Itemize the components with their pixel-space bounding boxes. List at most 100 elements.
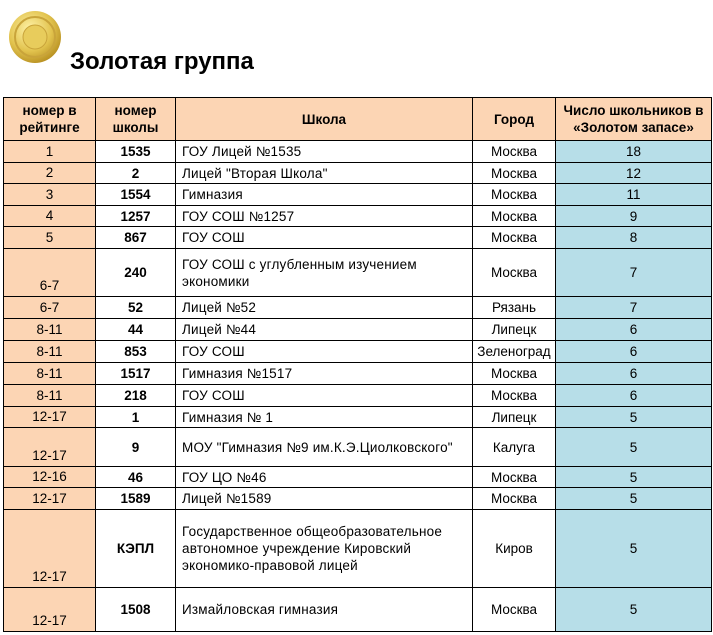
column-header: Школа	[175, 97, 473, 141]
table-cell: 12-16	[3, 466, 96, 488]
table-row: 2 2 Лицей "Вторая Школа" Москва 12	[3, 162, 712, 184]
page-title: Золотая группа	[70, 48, 254, 75]
table-cell: 11	[555, 183, 712, 206]
column-header: Число школьников в «Золотом запасе»	[555, 97, 712, 141]
table-cell: 8-11	[3, 318, 96, 341]
table-cell: 8	[555, 226, 712, 249]
table-cell: 1554	[95, 183, 176, 206]
table-row: 6-7 240 ГОУ СОШ с углубленным изучением эк…	[3, 248, 712, 297]
table-cell: Москва	[472, 226, 556, 249]
table-cell: 44	[95, 318, 176, 341]
table-cell: 1	[95, 406, 176, 428]
table-row: 1 1535 ГОУ Лицей №1535 Москва 18	[3, 140, 712, 163]
table-cell: Лицей "Вторая Школа"	[175, 162, 473, 184]
table-cell: 9	[555, 205, 712, 227]
table-cell: Москва	[472, 362, 556, 385]
table-cell: 1535	[95, 140, 176, 163]
table-cell: 5	[555, 487, 712, 510]
table-cell: 240	[95, 248, 176, 297]
table-cell: 218	[95, 384, 176, 407]
table-cell: МОУ "Гимназия №9 им.К.Э.Циолковского"	[175, 427, 473, 467]
table-cell: 6-7	[3, 296, 96, 319]
table-body: 1 1535 ГОУ Лицей №1535 Москва 18 2 2 Лицей "Вто…	[3, 140, 712, 632]
table-cell: Лицей №52	[175, 296, 473, 319]
table-cell: Липецк	[472, 406, 556, 428]
gold-coin-icon	[9, 11, 61, 63]
table-cell: 9	[95, 427, 176, 467]
table-cell: ГОУ СОШ №1257	[175, 205, 473, 227]
table-cell: Москва	[472, 466, 556, 488]
table-cell: 46	[95, 466, 176, 488]
table-row: 12-16 46 ГОУ ЦО №46 Москва 5	[3, 466, 712, 488]
table-cell: 1257	[95, 205, 176, 227]
table-cell: 12-17	[3, 509, 96, 588]
table-cell: 12-17	[3, 487, 96, 510]
table-row: 8-11 44 Лицей №44 Липецк 6	[3, 318, 712, 341]
header-row: номер в рейтинге номер школы Школа Город Чис…	[3, 97, 712, 141]
table-cell: 6	[555, 340, 712, 363]
table-cell: ГОУ СОШ	[175, 384, 473, 407]
column-header: номер в рейтинге	[3, 97, 96, 141]
table-cell: Липецк	[472, 318, 556, 341]
table-cell: 2	[95, 162, 176, 184]
table-cell: 5	[555, 466, 712, 488]
table-cell: 18	[555, 140, 712, 163]
table-cell: 12-17	[3, 406, 96, 428]
table-cell: ГОУ СОШ	[175, 226, 473, 249]
table-cell: 8-11	[3, 340, 96, 363]
table-cell: Лицей №44	[175, 318, 473, 341]
table-cell: 5	[555, 509, 712, 588]
table-row: 6-7 52 Лицей №52 Рязань 7	[3, 296, 712, 319]
table-cell: ГОУ СОШ с углубленным изучением экономик…	[175, 248, 473, 297]
table-cell: 1508	[95, 587, 176, 632]
table-cell: Москва	[472, 183, 556, 206]
table-cell: Калуга	[472, 427, 556, 467]
table-cell: 1517	[95, 362, 176, 385]
rating-table: номер в рейтинге номер школы Школа Город Чис…	[3, 97, 712, 632]
table-cell: 6	[555, 362, 712, 385]
table-cell: Гимназия №1517	[175, 362, 473, 385]
table-cell: 4	[3, 205, 96, 227]
table-cell: Гимназия	[175, 183, 473, 206]
table-cell: 8-11	[3, 384, 96, 407]
table-cell: Лицей №1589	[175, 487, 473, 510]
table-cell: ГОУ Лицей №1535	[175, 140, 473, 163]
table-row: 3 1554 Гимназия Москва 11	[3, 183, 712, 206]
table-row: 8-11 218 ГОУ СОШ Москва 6	[3, 384, 712, 407]
table-cell: Москва	[472, 384, 556, 407]
table-cell: 52	[95, 296, 176, 319]
table-cell: Москва	[472, 140, 556, 163]
table-row: 12-17 9 МОУ "Гимназия №9 им.К.Э.Циолковско…	[3, 427, 712, 467]
table-cell: 6-7	[3, 248, 96, 297]
table-cell: Измайловская гимназия	[175, 587, 473, 632]
table-cell: Гимназия № 1	[175, 406, 473, 428]
table-cell: ГОУ ЦО №46	[175, 466, 473, 488]
table-cell: 5	[555, 587, 712, 632]
table-cell: Москва	[472, 162, 556, 184]
table-row: 8-11 1517 Гимназия №1517 Москва 6	[3, 362, 712, 385]
table-cell: 7	[555, 296, 712, 319]
table-cell: ГОУ СОШ	[175, 340, 473, 363]
table-cell: Москва	[472, 248, 556, 297]
table-row: 12-17 1589 Лицей №1589 Москва 5	[3, 487, 712, 510]
table-row: 5 867 ГОУ СОШ Москва 8	[3, 226, 712, 249]
table-cell: 5	[555, 406, 712, 428]
table-cell: 853	[95, 340, 176, 363]
table-cell: 12	[555, 162, 712, 184]
table-cell: Киров	[472, 509, 556, 588]
table-cell: Рязань	[472, 296, 556, 319]
table-cell: 5	[555, 427, 712, 467]
table-cell: 6	[555, 318, 712, 341]
table-row: 12-17 1508 Измайловская гимназия Москва 5	[3, 587, 712, 632]
table-cell: 1589	[95, 487, 176, 510]
table-cell: 2	[3, 162, 96, 184]
table-cell: 3	[3, 183, 96, 206]
table-cell: 5	[3, 226, 96, 249]
table-cell: 867	[95, 226, 176, 249]
column-header: Город	[472, 97, 556, 141]
table-cell: 12-17	[3, 587, 96, 632]
table-cell: КЭПЛ	[95, 509, 176, 588]
table-cell: Москва	[472, 587, 556, 632]
table-row: 12-17 1 Гимназия № 1 Липецк 5	[3, 406, 712, 428]
